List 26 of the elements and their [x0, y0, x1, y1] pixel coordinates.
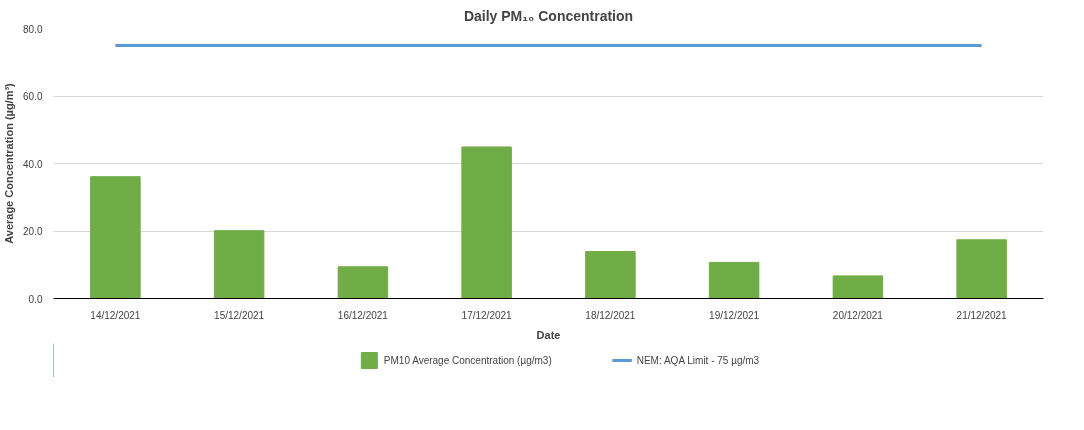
x-tick-label: 18/12/2021 [585, 309, 636, 321]
x-tick-label: 15/12/2021 [214, 309, 265, 321]
legend-label: NEM: AQA Limit - 75 µg/m3 [636, 354, 760, 366]
x-tick-label: 19/12/2021 [709, 309, 760, 321]
bar [213, 230, 265, 299]
x-tick-label: 16/12/2021 [337, 309, 389, 321]
x-tick-label: 20/12/2021 [832, 309, 884, 321]
y-tick-label: 60.0 [23, 91, 43, 102]
legend-label: PM10 Average Concentration (µg/m3) [383, 354, 552, 366]
y-tick-label: 80.0 [23, 23, 43, 35]
x-tick-label: 14/12/2021 [90, 309, 141, 321]
bar [832, 275, 884, 299]
bar [461, 146, 512, 299]
y-axis-title: Average Concentration (µg/m³) [3, 82, 16, 244]
chart-title: Daily PM₁₀ Concentration [463, 7, 634, 24]
x-tick-label: 21/12/2021 [956, 309, 1008, 321]
y-tick-label: 40.0 [23, 158, 43, 170]
bar [708, 261, 760, 299]
x-tick-label: 17/12/2021 [461, 309, 513, 321]
bar [956, 239, 1007, 299]
y-tick-label: 0.0 [28, 293, 43, 305]
bar [585, 251, 636, 299]
y-tick-label: 20.0 [23, 226, 43, 237]
x-axis-title: Date [536, 328, 561, 341]
bar [90, 176, 141, 299]
bar [337, 266, 389, 299]
